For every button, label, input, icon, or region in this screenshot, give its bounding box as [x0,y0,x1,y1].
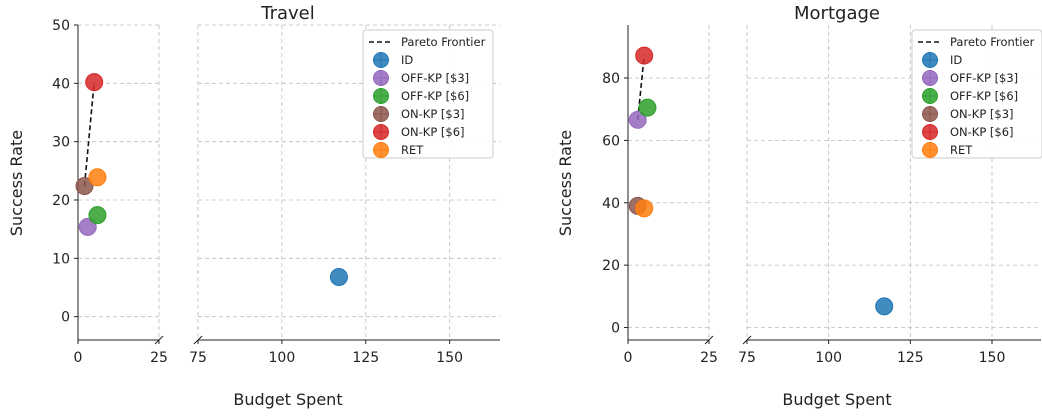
point-on-kp-3 [75,177,94,195]
point-ret [635,199,654,218]
legend-label: OFF-KP [$3] [401,71,469,85]
legend-label: Pareto Frontier [401,35,486,49]
x-axis-label: Budget Spent [233,390,342,409]
x-axis-label: Budget Spent [782,390,891,409]
legend-label: ID [401,53,413,67]
point-off-kp-3 [628,110,647,129]
x-tick-label: 75 [189,350,207,366]
x-tick-label: 75 [738,350,756,366]
x-tick-label: 25 [700,350,718,366]
legend-label: ID [950,53,962,67]
legend-label: OFF-KP [$6] [401,89,469,103]
legend-label: OFF-KP [$6] [950,89,1018,103]
pareto-frontier-line [83,82,95,187]
x-tick-label: 150 [979,350,1006,366]
legend-label: ON-KP [$6] [401,125,465,139]
point-off-kp-6 [88,206,107,225]
x-tick-label: 100 [815,350,842,366]
x-tick-label: 0 [74,350,83,366]
y-tick-label: 20 [602,258,620,274]
panel-travel: 0 10 20 30 40 50 0 25 75 100 125 150 Travel Budget Sp… [7,3,500,409]
panel-mortgage: 0 20 40 60 80 0 25 75 100 125 150 Mortgage Budget Sp… [556,3,1042,409]
legend-label: ON-KP [$3] [950,107,1014,121]
y-tick-label: 50 [52,18,70,34]
y-tick-label: 0 [61,310,70,326]
y-tick-label: 40 [602,196,620,212]
legend-label: OFF-KP [$3] [950,71,1018,85]
point-off-kp-6 [638,98,657,117]
x-tick-label: 125 [897,350,924,366]
y-tick-label: 0 [611,321,620,337]
point-off-kp-3 [78,217,97,236]
y-axis-label: Success Rate [556,130,575,236]
legend-label: ON-KP [$6] [950,125,1014,139]
point-id [329,268,348,286]
y-tick-label: 30 [52,135,70,151]
point-on-kp-6 [635,46,654,65]
legend-label: ON-KP [$3] [401,107,465,121]
x-tick-label: 125 [352,350,379,366]
y-tick-label: 10 [52,251,70,267]
legend-label: RET [950,143,973,157]
legend-box [911,29,1042,159]
point-on-kp-6 [85,73,104,92]
chart-title: Mortgage [794,3,880,24]
x-tick-label: 100 [269,350,296,366]
point-id [875,297,894,316]
legend-label: RET [401,143,424,157]
legend: Pareto Frontier ID OFF-KP [$3] OFF-KP [$6] O… [362,29,494,159]
y-tick-label: 20 [52,193,70,209]
x-tick-label: 150 [436,350,463,366]
y-tick-label: 40 [52,76,70,92]
legend-box [362,29,494,159]
y-tick-label: 60 [602,133,620,149]
x-tick-label: 0 [624,350,633,366]
legend-label: Pareto Frontier [950,35,1035,49]
x-tick-label: 25 [150,350,168,366]
chart-title: Travel [260,3,315,24]
point-ret [88,168,107,187]
legend: Pareto Frontier ID OFF-KP [$3] OFF-KP [$6] O… [911,29,1042,159]
y-tick-label: 80 [602,71,620,87]
y-axis-label: Success Rate [7,130,26,236]
